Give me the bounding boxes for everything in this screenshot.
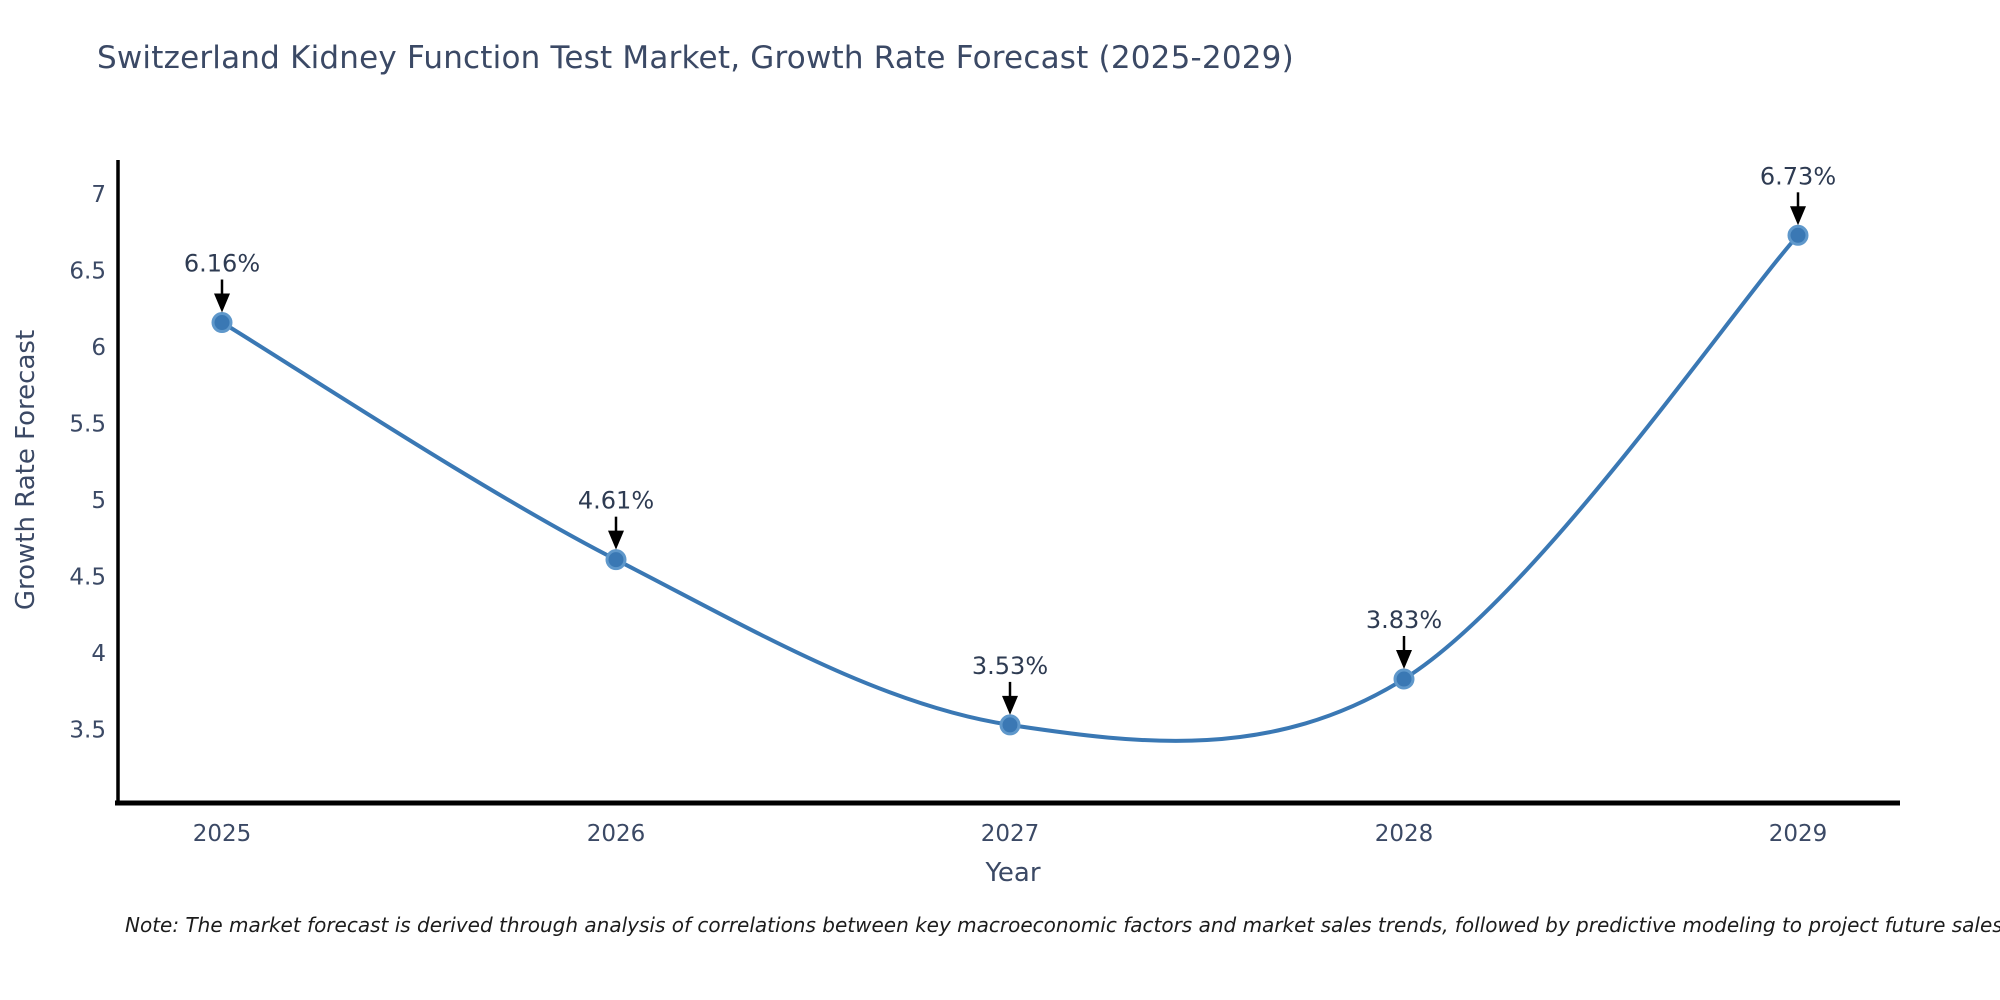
note-text: Note: The market forecast is derived thr… <box>125 913 2000 937</box>
x-tick-label: 2029 <box>1769 821 1828 847</box>
annotation-label: 3.83% <box>1366 606 1442 634</box>
x-axis-title: Year <box>985 858 1041 888</box>
y-tick-label: 7 <box>91 182 106 208</box>
data-point-marker-2025 <box>211 312 233 334</box>
annotation-arrow-head <box>608 530 624 550</box>
y-tick-label: 6.5 <box>69 259 106 285</box>
annotation-label: 4.61% <box>578 487 654 515</box>
x-tick-label: 2028 <box>1375 821 1434 847</box>
x-tick-label: 2026 <box>587 821 646 847</box>
x-tick-label: 2025 <box>193 821 252 847</box>
y-tick-label: 5 <box>91 488 106 514</box>
annotation-label: 6.73% <box>1760 162 1836 190</box>
data-point-marker-2028 <box>1393 668 1415 690</box>
annotation-arrow-head <box>1396 650 1412 670</box>
data-point-marker-2027 <box>999 714 1021 736</box>
annotation-arrow-head <box>214 293 230 313</box>
data-point-marker-2029 <box>1787 224 1809 246</box>
annotation-label: 6.16% <box>184 250 260 278</box>
y-tick-label: 6 <box>91 335 106 361</box>
y-tick-label: 5.5 <box>69 412 106 438</box>
y-tick-label: 3.5 <box>69 718 106 744</box>
data-point-marker-2026 <box>605 549 627 571</box>
chart-title: Switzerland Kidney Function Test Market,… <box>97 40 1294 76</box>
y-tick-label: 4.5 <box>69 565 106 591</box>
x-tick-label: 2027 <box>981 821 1040 847</box>
annotation-arrow-head <box>1790 206 1806 226</box>
annotation-arrow-head <box>1002 695 1018 715</box>
annotation-label: 3.53% <box>972 652 1048 680</box>
y-tick-label: 4 <box>91 641 106 667</box>
